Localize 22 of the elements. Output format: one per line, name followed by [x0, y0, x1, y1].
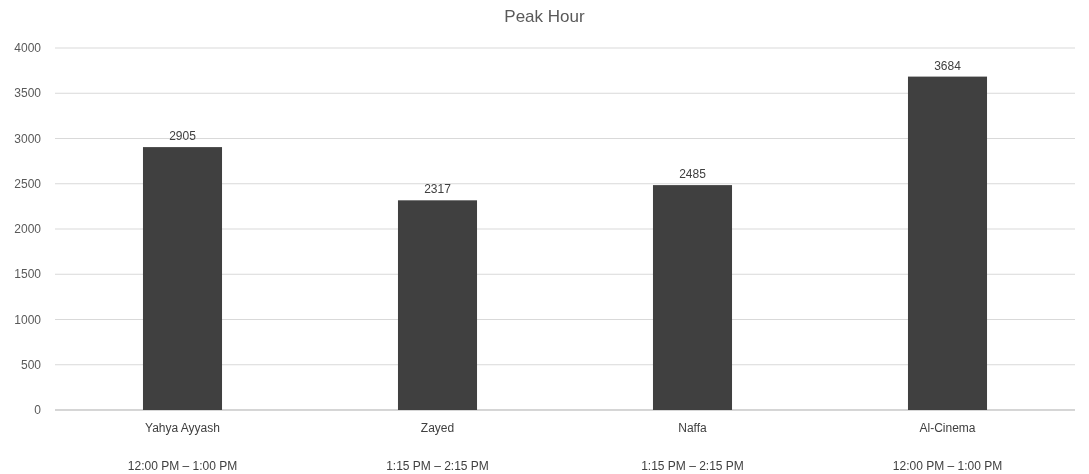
y-tick-label: 2000	[14, 222, 42, 237]
chart-title: Peak Hour	[504, 7, 585, 26]
category-label: Naffa 1:15 PM – 2:15 PM	[641, 421, 744, 473]
y-tick-label: 500	[20, 357, 42, 372]
y-tick-label: 1500	[14, 267, 42, 282]
bar	[907, 76, 988, 410]
category-label: Zayed 1:15 PM – 2:15 PM	[386, 421, 489, 473]
category-label: Al-Cinema 12:00 PM – 1:00 PM	[892, 421, 1003, 473]
bar	[397, 200, 478, 410]
bar	[142, 147, 223, 410]
y-tick-label: 4000	[14, 41, 42, 56]
bar	[652, 185, 733, 410]
y-tick-label: 0	[34, 403, 42, 418]
y-tick-label: 3000	[14, 131, 42, 146]
data-label: 2905	[169, 129, 197, 144]
data-label: 2485	[679, 167, 707, 182]
y-tick-label: 1000	[14, 312, 42, 327]
data-label: 2317	[424, 182, 452, 197]
category-label: Yahya Ayyash 12:00 PM – 1:00 PM	[127, 421, 238, 473]
y-tick-label: 2500	[14, 176, 42, 191]
data-label: 3684	[934, 58, 962, 73]
y-tick-label: 3500	[14, 86, 42, 101]
